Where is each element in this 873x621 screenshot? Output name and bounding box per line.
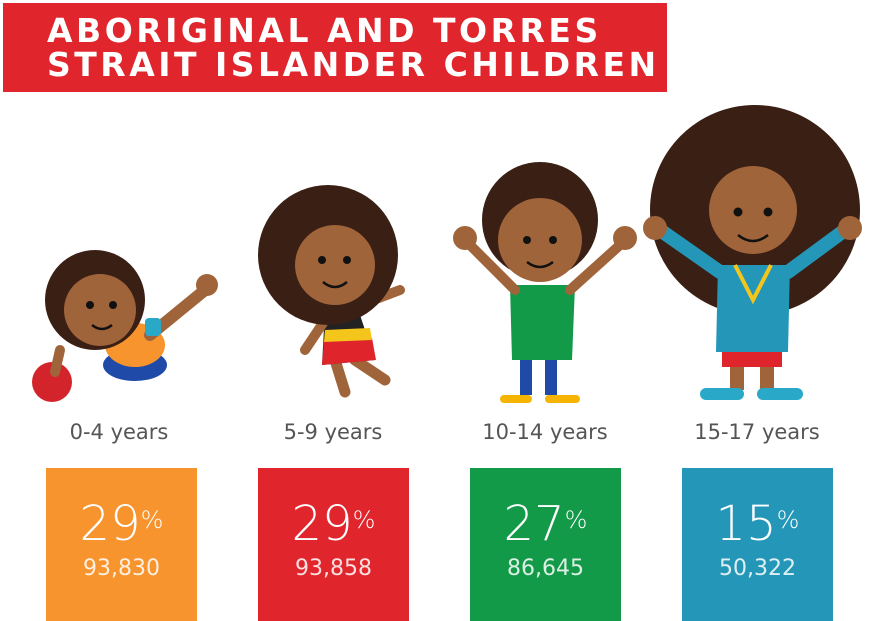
- percent-sign: %: [140, 506, 164, 534]
- percent-value: 15: [715, 496, 777, 552]
- age-label: 5-9 years: [283, 420, 383, 444]
- title-banner: ABORIGINAL AND TORRES STRAIT ISLANDER CH…: [3, 3, 667, 92]
- count: 86,645: [507, 556, 584, 581]
- count: 93,858: [295, 556, 372, 581]
- percent: 29%: [46, 498, 197, 550]
- stat-box: 29% 93,830: [46, 468, 197, 621]
- stat-box: 27% 86,645: [470, 468, 621, 621]
- percent: 27%: [470, 498, 621, 550]
- child-illustration: [32, 250, 218, 402]
- count: 93,830: [83, 556, 160, 581]
- percent-value: 29: [291, 496, 353, 552]
- child-illustration: [453, 162, 637, 403]
- percent: 15%: [682, 498, 833, 550]
- count: 50,322: [719, 556, 796, 581]
- stat-box: 15% 50,322: [682, 468, 833, 621]
- child-illustration: [258, 185, 405, 398]
- age-label: 0-4 years: [69, 420, 169, 444]
- percent-sign: %: [564, 506, 588, 534]
- percent: 29%: [258, 498, 409, 550]
- title-line: STRAIT ISLANDER CHILDREN: [47, 45, 660, 84]
- title-line: ABORIGINAL AND TORRES: [47, 11, 602, 50]
- child-illustration: [643, 105, 862, 400]
- illustrations: [32, 105, 862, 403]
- stat-box: 29% 93,858: [258, 468, 409, 621]
- age-label: 15-17 years: [694, 420, 820, 444]
- age-label: 10-14 years: [482, 420, 608, 444]
- percent-value: 27: [503, 496, 565, 552]
- percent-sign: %: [352, 506, 376, 534]
- percent-sign: %: [776, 506, 800, 534]
- percent-value: 29: [79, 496, 141, 552]
